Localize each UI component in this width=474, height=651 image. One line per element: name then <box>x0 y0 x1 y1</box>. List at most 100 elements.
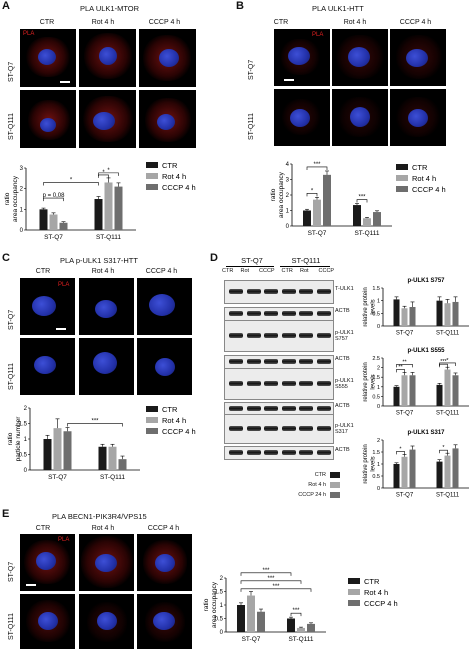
D1-bar-0-0 <box>393 299 400 326</box>
D1-bar-1-0 <box>401 308 408 326</box>
panel-e-image-q111-rot <box>79 594 134 649</box>
B-legend-label: CCCP 4 h <box>412 185 446 194</box>
panel-d-letter: D <box>210 252 218 264</box>
E-bar-0-1 <box>287 618 295 632</box>
A-legend-swatch <box>146 173 158 179</box>
D2-annotation: *** <box>440 359 447 365</box>
D3-bar-1-0 <box>401 456 408 488</box>
E-legend-label: CCCP 4 h <box>364 599 398 608</box>
panel-e-letter: E <box>2 508 10 520</box>
panel-d-blot-6 <box>224 414 334 444</box>
C-bracket <box>67 423 123 427</box>
B-ylabel: area occupancy <box>278 171 285 218</box>
panel-e-title: PLA BECN1-PIK3R4/VPS15 <box>52 512 147 521</box>
A-bar-0-0 <box>39 209 48 230</box>
B-tick-label: 4 <box>286 162 290 168</box>
B-legend-swatch <box>396 186 408 192</box>
panel-d-blot-0 <box>224 280 334 304</box>
panel-b-col-rot: Rot 4 h <box>343 19 367 26</box>
panel-a-image-q7-rot <box>79 29 136 87</box>
D3-bar-0-0 <box>393 464 400 488</box>
D1-ylabel: relative protein <box>363 287 369 326</box>
D1-bar-2-0 <box>409 307 416 326</box>
D3-bracket <box>396 451 405 455</box>
A-tick-label: 3 <box>20 166 24 172</box>
E-bracket <box>240 572 292 576</box>
C-legend-swatch <box>146 428 158 434</box>
panel-c-title: PLA p-ULK1 S317-HTT <box>60 256 138 265</box>
panel-d-lane-4: Rot <box>300 268 309 274</box>
chart-e: 0 0.5 1 1.5 2 ratio area occupancy ST-Q7 ST-Q111… <box>203 568 398 643</box>
panel-d-blot-4 <box>224 368 334 400</box>
A-legend-swatch <box>146 162 158 168</box>
D3-bracket <box>439 449 448 454</box>
B-legend-swatch <box>396 175 408 181</box>
A-bracket <box>43 197 64 202</box>
C-category-label: ST-Q111 <box>100 474 125 481</box>
E-bracket <box>240 580 302 584</box>
B-tick-label: 3 <box>286 178 290 184</box>
panel-a-col-rot: Rot 4 h <box>91 19 115 26</box>
D3-title: p-ULK1 S317 <box>407 430 445 436</box>
B-tick-label: 1 <box>286 209 290 215</box>
E-legend-swatch <box>348 589 360 595</box>
chart-a: 0 1 2 3 ratio area occupancy ST-Q7 ST-Q111 p = 0… <box>4 161 196 241</box>
panel-a-image-q7-ctr: PLA <box>20 29 76 87</box>
A-ylabel: ratio <box>4 192 11 205</box>
D2-ylabel: relative protein <box>363 362 369 401</box>
panel-c-pla-label: PLA <box>58 282 70 288</box>
B-bar-0-1 <box>353 205 361 226</box>
panel-b-pla-label: PLA <box>312 32 324 38</box>
B-bar-2-0 <box>323 174 331 226</box>
C-bar-0-1 <box>98 446 107 470</box>
chart-c: 0 0.5 1 1.5 2 ratio particle number ST-Q7 ST-Q11… <box>7 405 196 481</box>
C-tick-label: 1 <box>24 437 28 443</box>
panel-a-title: PLA ULK1-MTOR <box>80 4 140 13</box>
C-bar-0-0 <box>43 439 52 470</box>
B-legend-label: Rot 4 h <box>412 174 436 183</box>
panel-d-lane-1: Rot <box>240 268 250 274</box>
D2-category-label: ST-Q111 <box>436 411 460 417</box>
D1-category-label: ST-Q7 <box>396 331 414 337</box>
panel-a-image-q111-ctr <box>20 90 76 148</box>
D2-tick-label: 1.5 <box>372 375 380 381</box>
D2-bracket <box>396 364 413 368</box>
D3-tick-label: 0.5 <box>372 474 380 480</box>
panel-b-title: PLA ULK1-HTT <box>312 4 364 13</box>
A-annotation: * <box>107 168 110 174</box>
E-annotation: *** <box>267 576 275 582</box>
A-bracket <box>43 182 99 186</box>
panel-d-legend-ctr: CTR <box>314 472 326 478</box>
chart-d3: 0 0.5 1 1.5 2 relative protein levels ST-Q7 ST-Q… <box>363 430 469 499</box>
B-bar-1-0 <box>313 199 321 226</box>
panel-d-blot-label-3: ACTB <box>335 356 350 362</box>
D3-bar-2-0 <box>409 449 416 488</box>
D3-tick-label: 1 <box>377 462 380 468</box>
B-tick-label: 2 <box>286 193 290 199</box>
panel-e-col-rot: Rot 4 h <box>91 525 115 532</box>
panel-d-blot-1 <box>224 307 334 321</box>
A-annotation: * <box>70 178 73 184</box>
A-ylabel: area occupancy <box>12 175 19 222</box>
panel-d-blot-7 <box>224 446 334 460</box>
D2-tick-label: 2 <box>377 366 380 372</box>
panel-e-image-q111-ctr <box>20 594 75 649</box>
panel-b-image-q111-rot <box>332 89 388 146</box>
D1-tick-label: 0.5 <box>372 311 380 317</box>
B-annotation: *** <box>358 195 366 201</box>
panel-d-blot-label-2: p-ULK1 S757 <box>335 330 354 342</box>
D1-bar-0-1 <box>436 300 443 326</box>
panel-c-image-q111-ctr <box>20 338 75 395</box>
C-bar-1-0 <box>53 428 62 470</box>
D3-ylabel: relative protein <box>363 444 369 483</box>
E-ylabel: area occupancy <box>211 581 218 628</box>
panel-b-letter: B <box>236 0 244 12</box>
panel-e-row-q7: ST-Q7 <box>8 561 15 582</box>
A-bar-0-1 <box>94 199 103 230</box>
D3-annotation: * <box>442 445 445 451</box>
panel-d-lane-5: CCCP <box>318 268 335 274</box>
panel-c-image-q111-rot <box>79 338 134 395</box>
E-tick-label: 1 <box>220 603 224 609</box>
